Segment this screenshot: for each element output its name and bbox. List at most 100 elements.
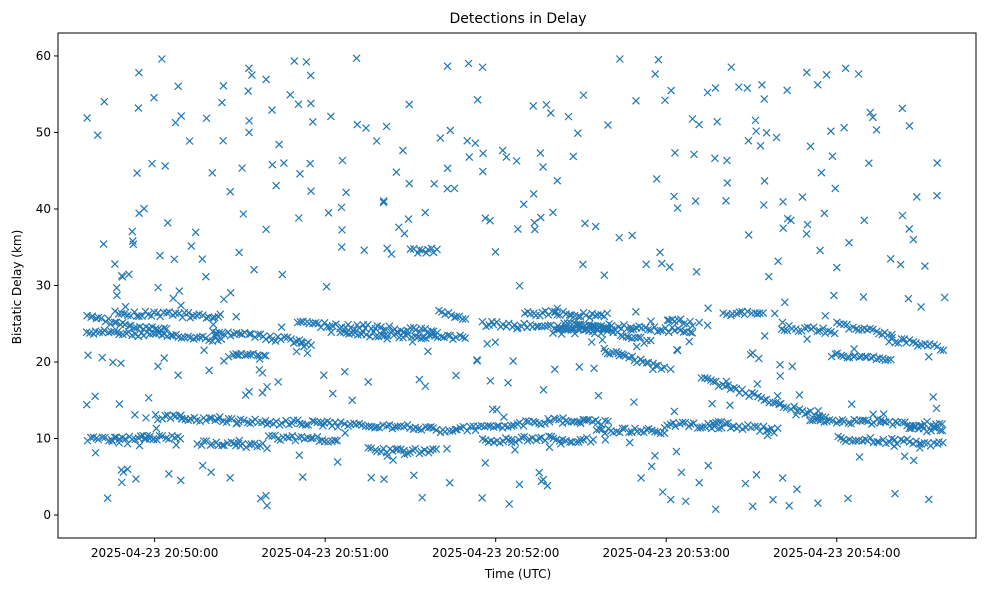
data-point bbox=[573, 129, 582, 138]
data-point bbox=[133, 169, 141, 178]
data-point bbox=[782, 403, 791, 412]
data-point bbox=[650, 427, 659, 436]
data-point bbox=[933, 191, 941, 200]
data-point bbox=[504, 378, 513, 387]
data-point bbox=[831, 184, 840, 193]
data-point bbox=[463, 426, 472, 435]
data-point bbox=[760, 177, 769, 185]
data-point bbox=[509, 357, 518, 365]
data-point bbox=[671, 422, 680, 431]
data-point bbox=[816, 246, 825, 255]
data-point bbox=[724, 419, 732, 427]
data-point bbox=[840, 123, 849, 132]
data-point bbox=[679, 319, 688, 328]
data-point bbox=[483, 421, 492, 430]
data-point bbox=[411, 326, 420, 334]
data-point bbox=[875, 354, 884, 363]
data-point bbox=[642, 358, 651, 367]
data-point bbox=[793, 485, 801, 494]
data-point bbox=[764, 272, 773, 281]
data-point bbox=[603, 309, 612, 318]
data-point bbox=[688, 114, 697, 123]
data-point bbox=[394, 223, 403, 232]
data-point bbox=[688, 321, 697, 330]
data-point bbox=[559, 414, 567, 422]
data-point bbox=[824, 326, 832, 335]
data-point bbox=[235, 436, 244, 445]
data-point bbox=[670, 407, 679, 416]
data-point bbox=[364, 378, 373, 386]
data-point bbox=[274, 377, 283, 386]
y-tick-label: 10 bbox=[36, 432, 51, 446]
data-point bbox=[783, 86, 792, 95]
data-point bbox=[277, 419, 286, 428]
data-point bbox=[94, 435, 103, 444]
data-point bbox=[544, 321, 552, 330]
data-point bbox=[780, 298, 789, 307]
data-point bbox=[650, 323, 659, 331]
data-point bbox=[549, 208, 557, 217]
data-point bbox=[261, 351, 270, 360]
data-point bbox=[91, 448, 100, 457]
data-point bbox=[929, 393, 938, 401]
data-point bbox=[115, 400, 124, 409]
data-point bbox=[940, 293, 949, 302]
data-point bbox=[582, 311, 590, 320]
x-tick-label: 2025-04-23 20:50:00 bbox=[91, 546, 218, 560]
data-point bbox=[424, 347, 432, 356]
data-point bbox=[336, 418, 345, 426]
data-point bbox=[685, 337, 694, 346]
data-point bbox=[432, 445, 441, 454]
data-point bbox=[580, 415, 589, 424]
data-point bbox=[478, 167, 487, 176]
data-point bbox=[664, 328, 673, 337]
data-point bbox=[395, 333, 404, 342]
data-point bbox=[841, 64, 850, 73]
data-point bbox=[418, 493, 427, 502]
data-point bbox=[660, 423, 669, 432]
data-point bbox=[380, 475, 388, 484]
data-point bbox=[828, 416, 837, 425]
data-point bbox=[772, 133, 781, 142]
data-point bbox=[808, 416, 817, 425]
data-point bbox=[458, 333, 467, 342]
data-point bbox=[295, 451, 304, 460]
data-point bbox=[232, 312, 241, 321]
data-point bbox=[174, 82, 183, 91]
data-point bbox=[886, 254, 895, 263]
data-point bbox=[445, 427, 454, 436]
data-point bbox=[296, 169, 304, 178]
data-point bbox=[99, 240, 108, 248]
data-point bbox=[444, 331, 452, 340]
data-point bbox=[383, 334, 392, 343]
data-point bbox=[743, 84, 752, 92]
data-point bbox=[686, 328, 695, 337]
data-point bbox=[603, 324, 612, 333]
data-point bbox=[268, 431, 277, 440]
data-point bbox=[714, 382, 723, 391]
data-point bbox=[661, 323, 670, 332]
data-point bbox=[861, 416, 870, 425]
data-point bbox=[904, 294, 913, 303]
data-point bbox=[205, 366, 214, 375]
data-point bbox=[652, 174, 661, 183]
data-point bbox=[233, 419, 242, 427]
data-point bbox=[308, 118, 317, 126]
data-point bbox=[94, 313, 103, 322]
data-point bbox=[820, 209, 829, 218]
data-point bbox=[303, 349, 312, 358]
data-point bbox=[202, 314, 211, 322]
data-point bbox=[216, 310, 225, 319]
data-point bbox=[660, 363, 669, 372]
data-point bbox=[245, 330, 254, 338]
data-point bbox=[428, 331, 436, 339]
y-axis-label: Bistatic Delay (km) bbox=[10, 230, 24, 345]
data-point bbox=[803, 335, 812, 344]
data-point bbox=[383, 244, 392, 253]
data-point bbox=[625, 428, 633, 437]
data-point bbox=[519, 421, 528, 430]
data-point bbox=[175, 287, 184, 296]
data-point bbox=[212, 330, 220, 338]
data-point bbox=[199, 437, 208, 446]
data-point bbox=[103, 494, 112, 503]
